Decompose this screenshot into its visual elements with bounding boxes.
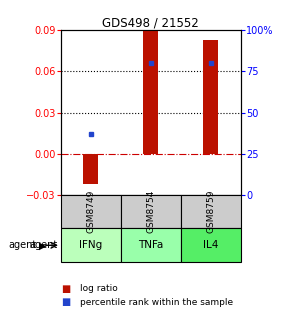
Bar [84,154,98,184]
Text: log ratio: log ratio [80,285,117,293]
Text: GSM8759: GSM8759 [206,190,215,234]
Title: GDS498 / 21552: GDS498 / 21552 [102,16,199,29]
Bar [61,195,121,228]
Text: ■: ■ [61,297,70,307]
Bar [203,40,218,154]
Text: agent: agent [30,240,58,250]
Text: GSM8754: GSM8754 [146,190,155,234]
Bar [181,195,241,228]
Bar [143,30,158,154]
Text: ■: ■ [61,284,70,294]
Text: IFNg: IFNg [79,240,102,250]
Bar [121,228,181,262]
Text: ▶: ▶ [39,240,47,250]
Bar [181,228,241,262]
Text: TNFa: TNFa [138,240,164,250]
Text: agent: agent [9,240,37,250]
Bar [121,195,181,228]
Bar [61,228,121,262]
Text: percentile rank within the sample: percentile rank within the sample [80,298,233,307]
Text: IL4: IL4 [203,240,218,250]
Text: GSM8749: GSM8749 [86,190,95,234]
